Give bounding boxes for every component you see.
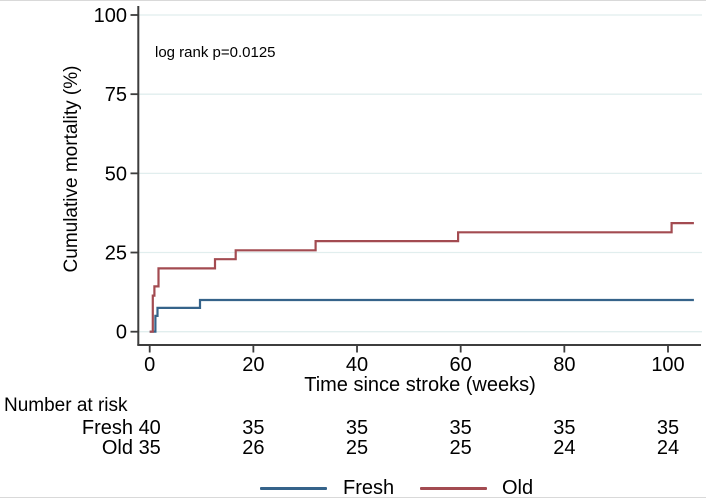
legend-label-old: Old	[502, 477, 534, 498]
figure-top-rule	[0, 0, 706, 1]
risk-count-fresh-week80: 35	[553, 417, 576, 439]
y-tick-label-0: 0	[116, 322, 127, 344]
risk-count-old-week60: 25	[449, 437, 472, 459]
risk-row-label-fresh: Fresh	[81, 417, 133, 439]
y-tick-label-75: 75	[105, 84, 127, 106]
risk-count-old-week80: 24	[553, 437, 576, 459]
y-tick-label-25: 25	[105, 243, 127, 265]
km-curve-old	[149, 222, 694, 333]
risk-count-fresh-week20: 35	[242, 417, 265, 439]
km-curve-fresh	[149, 298, 694, 333]
log-rank-annotation: log rank p=0.0125	[155, 44, 276, 61]
y-tick-label-50: 50	[105, 163, 127, 185]
legend-line-old	[420, 487, 487, 490]
risk-row-label-old: Old	[101, 437, 133, 459]
x-tick-label-0: 0	[144, 354, 155, 376]
x-axis-title: Time since stroke (weeks)	[304, 374, 536, 396]
risk-count-old-week0: 35	[138, 437, 161, 459]
risk-count-old-week100: 24	[656, 437, 680, 459]
risk-count-fresh-week100: 35	[656, 417, 680, 439]
x-tick-label-80: 80	[553, 354, 575, 376]
risk-count-fresh-week60: 35	[449, 417, 472, 439]
legend-line-fresh	[260, 487, 327, 490]
number-at-risk-header: Number at risk	[4, 395, 128, 416]
risk-count-fresh-week0: 40	[138, 417, 161, 439]
risk-count-old-week40: 25	[345, 437, 369, 459]
risk-row-old: Old 35 26 25 25 24 24	[0, 437, 706, 459]
x-tick-label-60: 60	[450, 354, 472, 376]
x-tick-label-20: 20	[242, 354, 264, 376]
legend-label-fresh: Fresh	[343, 477, 395, 498]
y-tick-label-100: 100	[94, 5, 127, 27]
risk-count-old-week20: 26	[242, 437, 265, 459]
y-axis-title: Cumulative mortality (%)	[61, 65, 82, 273]
x-tick-label-40: 40	[346, 354, 368, 376]
risk-count-fresh-week40: 35	[345, 417, 369, 439]
km-chart-svg: 0 25 50 75 100 0 20 40 60 80 100	[94, 5, 702, 376]
risk-row-fresh: Fresh 40 35 35 35 35 35	[0, 417, 706, 439]
x-tick-label-100: 100	[651, 354, 684, 376]
